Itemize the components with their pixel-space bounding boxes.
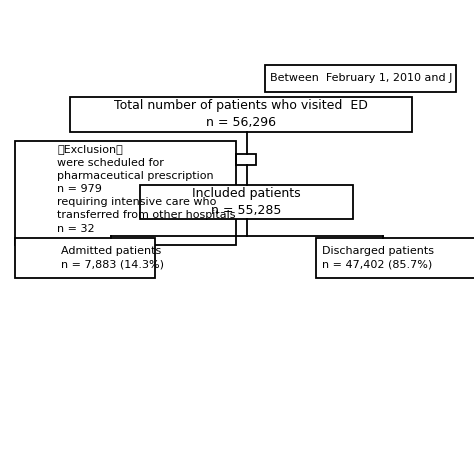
FancyBboxPatch shape [140,185,353,219]
Bar [236,155,256,164]
Text: Total number of patients who visited  ED
n = 56,296: Total number of patients who visited ED … [114,99,368,129]
FancyBboxPatch shape [265,65,456,91]
FancyBboxPatch shape [15,141,236,245]
Text: Included patients
n = 55,285: Included patients n = 55,285 [192,187,301,217]
Text: Discharged patients
n = 47,402 (85.7%): Discharged patients n = 47,402 (85.7%) [322,246,434,269]
FancyBboxPatch shape [15,237,155,278]
FancyBboxPatch shape [316,237,474,278]
FancyBboxPatch shape [70,97,412,132]
Text: Between  February 1, 2010 and J: Between February 1, 2010 and J [271,73,453,83]
Text: 〈Exclusion〉
were scheduled for
pharmaceutical prescription
n = 979
requiring int: 〈Exclusion〉 were scheduled for pharmaceu… [57,145,236,234]
Text: Admitted patients
n = 7,883 (14.3%): Admitted patients n = 7,883 (14.3%) [61,246,164,269]
